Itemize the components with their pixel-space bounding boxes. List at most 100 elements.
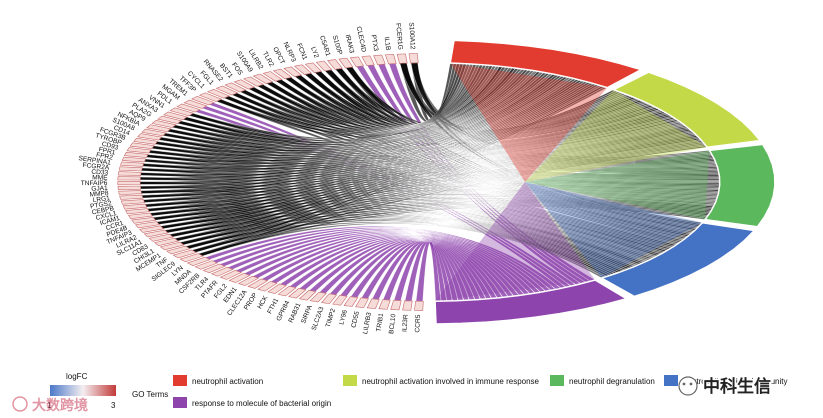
- gene-tile: [338, 57, 354, 69]
- gene-tile: [157, 115, 182, 124]
- gene-tile: [293, 64, 312, 75]
- gene-tile: [267, 283, 287, 294]
- gene-tile: [242, 76, 265, 87]
- gene-tile: [408, 53, 419, 64]
- gene-label: PTGS2: [90, 200, 113, 210]
- gene-tile: [224, 82, 247, 93]
- term-tint: [525, 150, 710, 220]
- gene-tile: [237, 275, 260, 286]
- gene-tile: [117, 176, 141, 181]
- go-term-arcs: [434, 39, 776, 325]
- go-legend-label: neutrophil mediated immunity: [683, 377, 788, 386]
- ribbons-layer: [140, 62, 720, 302]
- gene-tile: [202, 263, 226, 274]
- gene-tile: [139, 225, 165, 233]
- gene-label: SLC2A3: [311, 306, 326, 332]
- gene-tile: [343, 296, 359, 307]
- wechat-icon: [678, 376, 698, 396]
- logfc-legend-title: logFC: [66, 372, 88, 381]
- gene-tile: [121, 156, 147, 163]
- go-legend-swatch: [550, 375, 564, 386]
- gene-tile: [210, 266, 234, 277]
- gene-tile: [320, 293, 338, 304]
- gene-label: FPR1: [98, 146, 116, 157]
- go-term-arc: [449, 39, 644, 89]
- gene-tile: [378, 299, 391, 310]
- gene-tile: [206, 88, 231, 99]
- gene-tile: [154, 237, 179, 246]
- gene-label: BCL10: [388, 313, 397, 334]
- gene-tile: [117, 171, 142, 176]
- gene-label: LY96: [338, 309, 349, 326]
- gene-tile: [198, 92, 223, 102]
- gene-label: FCER1G: [394, 23, 403, 50]
- gene-label: IRAK3: [344, 34, 355, 55]
- gene-tile: [122, 203, 148, 210]
- go-legend-swatch: [173, 375, 187, 386]
- gene-tile: [332, 295, 348, 306]
- gene-tile: [165, 245, 191, 255]
- gene-tile: [272, 68, 293, 80]
- gene-tile: [283, 66, 302, 77]
- gene-label: MMP8: [89, 190, 109, 199]
- gene-label: S100A12: [407, 22, 415, 50]
- go-term-arc: [434, 279, 629, 325]
- gene-label: IL1B: [383, 36, 392, 51]
- term-tint: [450, 63, 608, 182]
- gene-tile: [179, 253, 204, 263]
- gene-tile: [137, 133, 163, 141]
- gene-tile: [126, 147, 152, 154]
- term-tint: [525, 182, 703, 279]
- gene-tile: [252, 73, 274, 84]
- wechat-icon-eye-left: [682, 382, 686, 386]
- gene-tile: [151, 120, 177, 128]
- gene-tile: [169, 107, 195, 117]
- gene-tile: [176, 103, 201, 113]
- gene-tile: [349, 56, 365, 67]
- gene-tile: [257, 281, 278, 292]
- gene-tile: [148, 233, 174, 242]
- gene-tile: [247, 278, 269, 289]
- go-legend-swatch: [343, 375, 357, 386]
- logfc-tick-min: 1: [47, 401, 52, 410]
- gene-tile: [141, 128, 167, 137]
- gene-tile: [183, 99, 208, 109]
- gene-tile: [190, 96, 215, 106]
- go-legend-label: neutrophil activation: [192, 377, 263, 386]
- gene-tile: [172, 249, 197, 259]
- logfc-tick-max: 3: [111, 401, 116, 410]
- gene-tile: [233, 79, 256, 90]
- gene-tile: [131, 216, 157, 224]
- gene-tile: [262, 71, 283, 82]
- gene-tile: [228, 273, 251, 283]
- gene-tile: [355, 297, 369, 308]
- go-legend: GO Terms neutrophil activation neutrophil…: [132, 375, 788, 408]
- go-term-arc: [611, 71, 762, 149]
- gene-tile: [373, 54, 386, 65]
- gene-tile: [125, 208, 150, 215]
- gene-tile: [402, 300, 413, 311]
- gene-tile: [326, 59, 343, 70]
- gene-tile: [117, 181, 141, 186]
- go-term-arc: [599, 221, 756, 298]
- gene-label: S100P: [331, 35, 343, 57]
- gene-tile: [119, 194, 144, 200]
- gene-label: TRIB1: [375, 312, 385, 332]
- gene-tile: [118, 166, 143, 172]
- gene-label: CD33: [91, 169, 109, 177]
- gene-tile: [414, 300, 424, 311]
- gene-label: TIMP2: [325, 307, 338, 328]
- gene-tile: [194, 260, 219, 270]
- gene-label: SERPINA1: [78, 155, 112, 167]
- gene-label: PTX3: [369, 34, 379, 52]
- gene-tile: [366, 298, 380, 309]
- gene-label: MME: [92, 174, 108, 181]
- gene-label: FCGR2A: [82, 162, 110, 172]
- gene-label: C5AR1: [318, 35, 331, 58]
- wechat-icon-eye-right: [689, 382, 693, 386]
- go-legend-title: GO Terms: [132, 390, 168, 399]
- watermark-left: 大数跨境: [12, 396, 88, 413]
- gene-tile: [384, 54, 397, 65]
